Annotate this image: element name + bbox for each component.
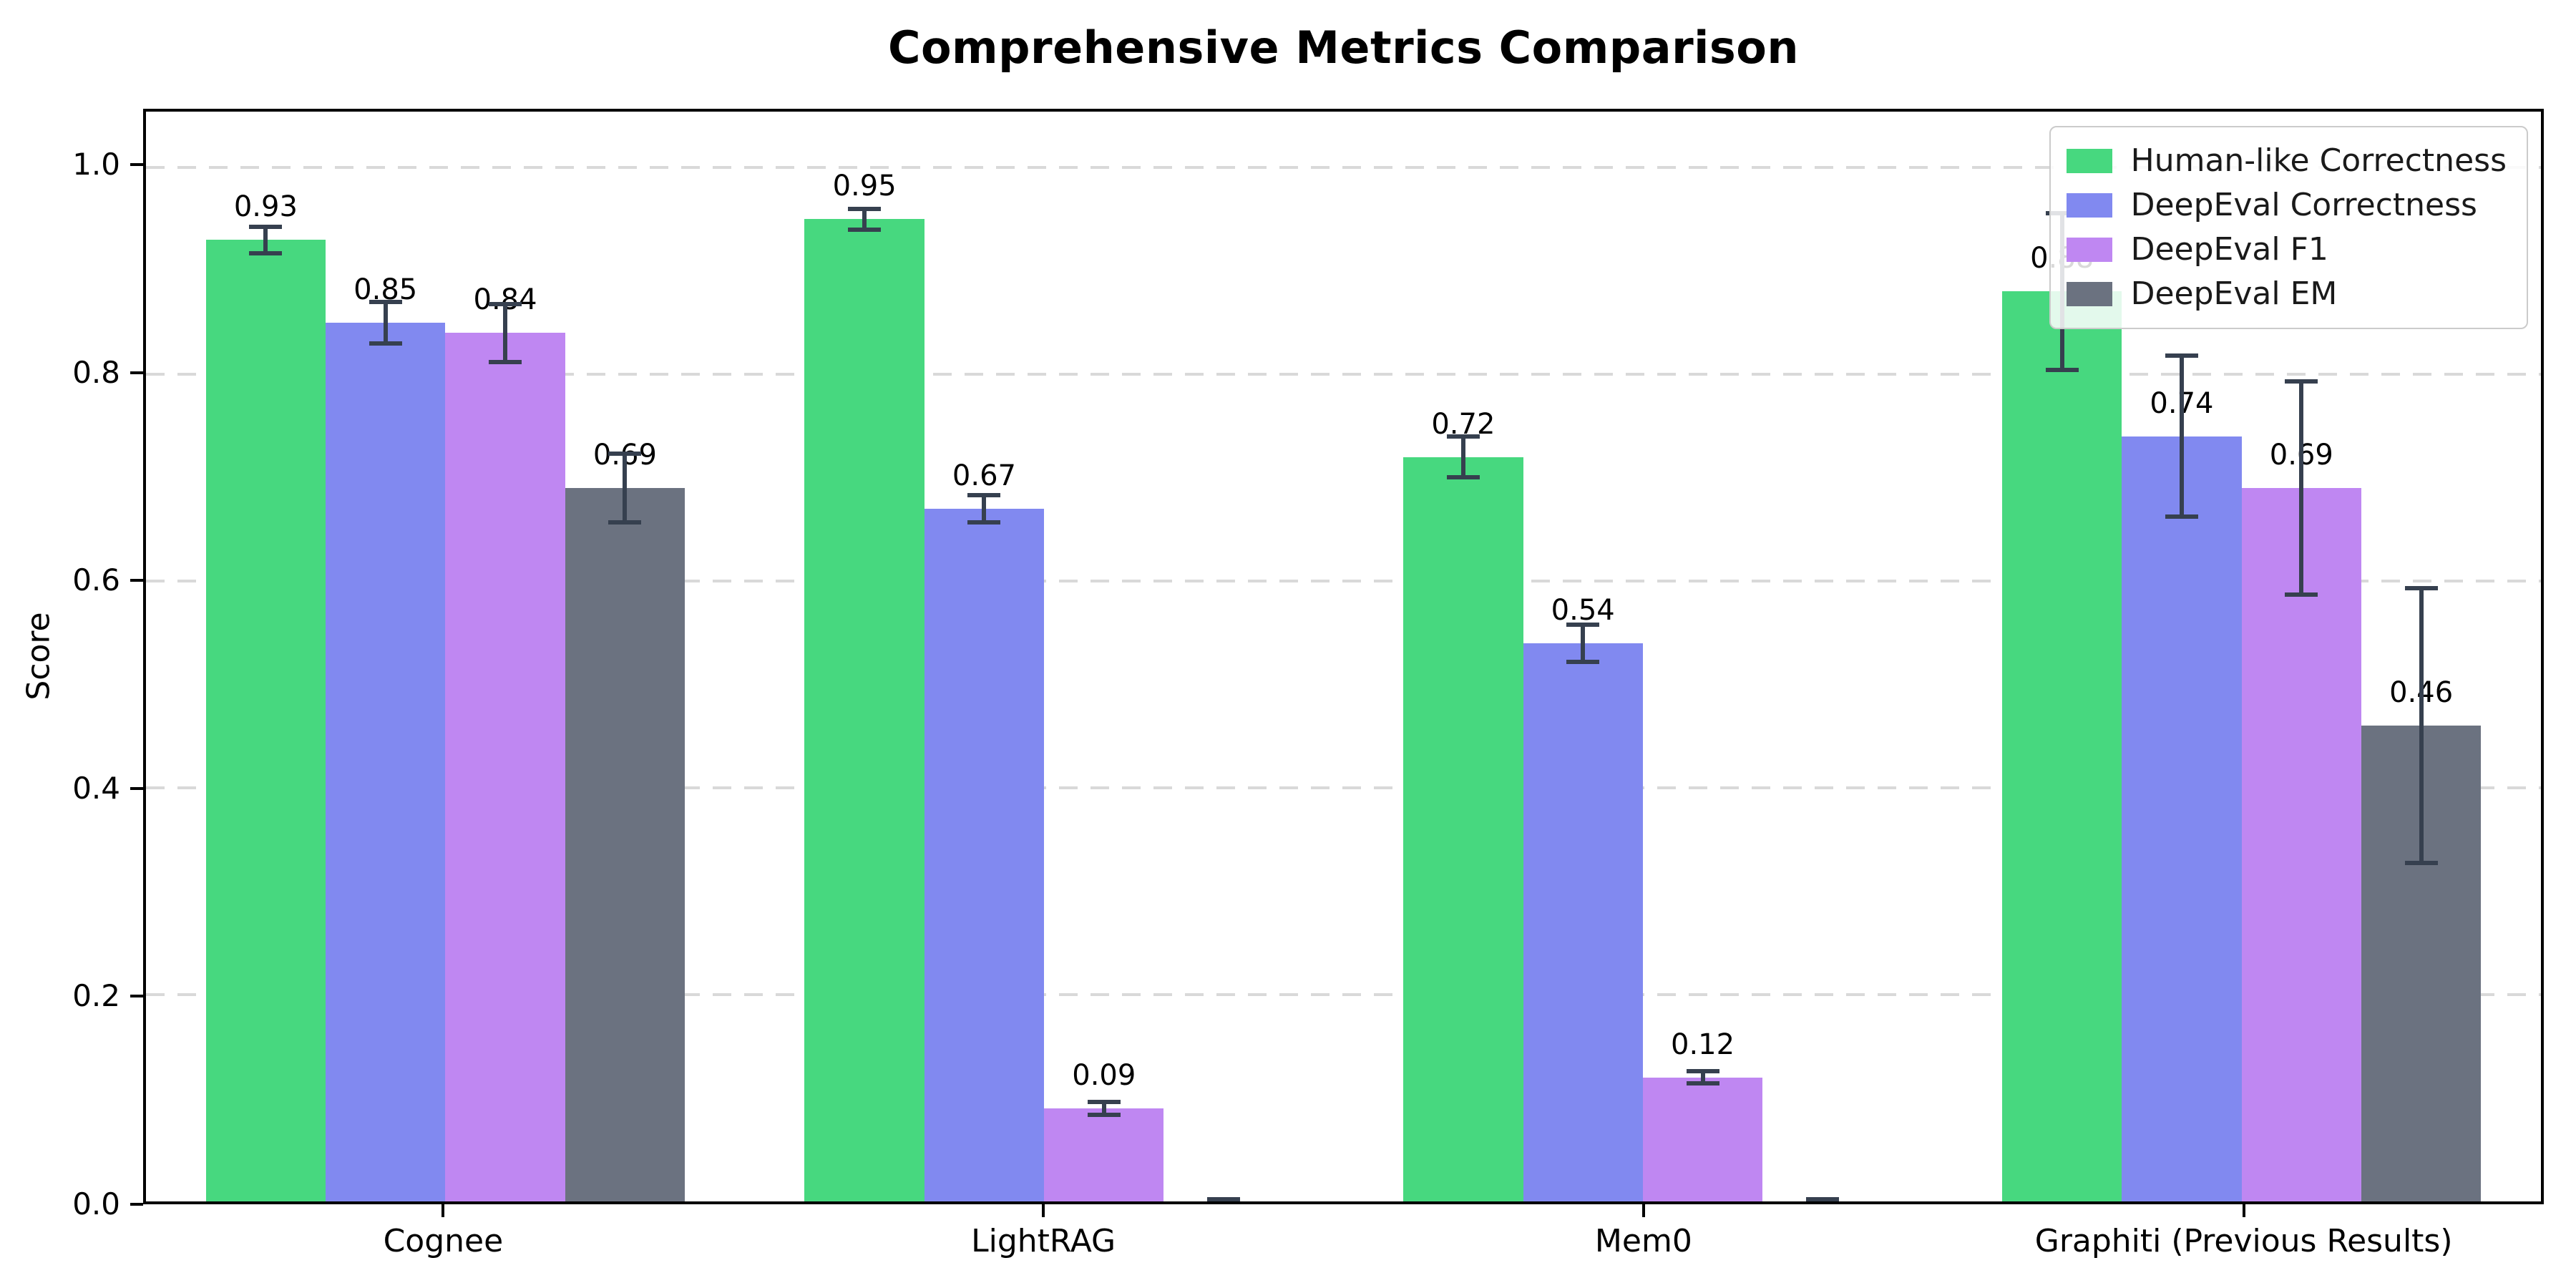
- y-tick-label-0.6: 0.6: [72, 562, 120, 598]
- gridline-y-0.8: [146, 373, 2541, 376]
- gridline-y-1.0: [146, 166, 2541, 170]
- error-bar: [1446, 434, 1480, 480]
- error-bar: [489, 301, 522, 364]
- legend-label: Human-like Correctness: [2130, 142, 2507, 179]
- legend-label: DeepEval EM: [2130, 275, 2338, 312]
- plot-area: 0.930.850.840.690.950.670.090.720.540.12…: [143, 109, 2544, 1204]
- bar-group-4: 0.880.740.690.46: [1942, 112, 2541, 1201]
- bar-4-deepeval-f1: [2241, 487, 2361, 1201]
- bar-4-human-like-correctness: [2001, 291, 2122, 1201]
- error-bar: [1207, 1197, 1241, 1202]
- legend-swatch: [2066, 149, 2112, 173]
- bar-value-label: 0.54: [1551, 593, 1615, 627]
- bar-1-deepeval-f1: [445, 333, 565, 1201]
- legend-swatch: [2066, 193, 2112, 218]
- error-bar: [2285, 379, 2318, 597]
- bar-3-deepeval-correctness: [1523, 643, 1643, 1201]
- y-tick-label-0.8: 0.8: [72, 354, 120, 390]
- gridline-y-0.4: [146, 786, 2541, 790]
- bar-value-label: 0.12: [1671, 1028, 1735, 1061]
- legend-label: DeepEval F1: [2130, 231, 2328, 268]
- bar-value-label: 0.93: [233, 190, 298, 224]
- x-tick-mark-2: [1042, 1204, 1045, 1217]
- x-tick-mark-1: [441, 1204, 445, 1217]
- legend: Human-like Correctness DeepEval Correctne…: [2049, 126, 2528, 329]
- error-bar: [2165, 353, 2198, 519]
- bar-4-deepeval-correctness: [2122, 436, 2242, 1201]
- error-bar: [1805, 1197, 1839, 1202]
- y-tick-mark-0.8: [130, 371, 143, 374]
- error-bar: [2404, 586, 2438, 866]
- error-bar: [369, 300, 402, 346]
- error-bar: [1686, 1069, 1719, 1086]
- gridline-y-0.2: [146, 993, 2541, 997]
- error-bar: [249, 224, 283, 255]
- bar-value-label: 0.85: [353, 273, 418, 306]
- legend-swatch: [2066, 282, 2112, 306]
- y-tick-label-0.2: 0.2: [72, 978, 120, 1014]
- y-tick-mark-1.0: [130, 163, 143, 167]
- y-tick-label-0.4: 0.4: [72, 770, 120, 806]
- y-tick-label-0.0: 0.0: [72, 1186, 120, 1221]
- x-tick-label: LightRAG: [971, 1223, 1116, 1259]
- error-bar: [608, 452, 642, 525]
- bar-2-deepeval-correctness: [924, 508, 1045, 1201]
- bar-group-1: 0.930.850.840.69: [146, 112, 745, 1201]
- bar-value-label: 0.72: [1431, 407, 1496, 441]
- bar-3-deepeval-f1: [1642, 1077, 1763, 1201]
- y-tick-mark-0.4: [130, 786, 143, 790]
- x-tick-mark-4: [2242, 1204, 2245, 1217]
- legend-item-2: DeepEval Correctness: [2066, 183, 2507, 228]
- legend-item-1: Human-like Correctness: [2066, 139, 2507, 183]
- bar-2-human-like-correctness: [804, 219, 924, 1201]
- x-tick-label: Cognee: [383, 1223, 504, 1259]
- error-bar: [967, 493, 1001, 525]
- bar-1-deepeval-em: [565, 487, 686, 1201]
- x-tick-label: Graphiti (Previous Results): [2034, 1223, 2453, 1259]
- error-bar: [1566, 622, 1600, 664]
- error-bar: [848, 206, 882, 232]
- bar-value-label: 0.09: [1072, 1058, 1136, 1092]
- y-tick-mark-0.6: [130, 579, 143, 582]
- bar-group-3: 0.72 0.54 0.12: [1344, 112, 1943, 1202]
- x-tick-label: Mem0: [1594, 1223, 1692, 1259]
- bar-2-deepeval-f1: [1044, 1108, 1164, 1201]
- bar-value-label: 0.67: [952, 459, 1016, 492]
- bar-3-human-like-correctness: [1403, 457, 1523, 1201]
- gridline-y-0.6: [146, 580, 2541, 583]
- y-tick-mark-0.2: [130, 995, 143, 998]
- legend-label: DeepEval Correctness: [2130, 187, 2477, 223]
- error-bar: [1087, 1100, 1121, 1117]
- legend-item-3: DeepEval F1: [2066, 228, 2507, 272]
- legend-swatch: [2066, 238, 2112, 262]
- y-axis-label: Score: [20, 612, 57, 701]
- bar-1-deepeval-correctness: [326, 322, 446, 1201]
- chart-title: Comprehensive Metrics Comparison: [887, 21, 1800, 74]
- x-tick-mark-3: [1641, 1204, 1645, 1217]
- bar-group-2: 0.95 0.67 0.09: [745, 112, 1344, 1202]
- legend-item-4: DeepEval EM: [2066, 272, 2507, 316]
- bar-value-label: 0.95: [832, 170, 897, 203]
- y-tick-mark-0.0: [130, 1203, 143, 1206]
- y-tick-label-1.0: 1.0: [72, 147, 120, 182]
- bar-1-human-like-correctness: [205, 240, 326, 1201]
